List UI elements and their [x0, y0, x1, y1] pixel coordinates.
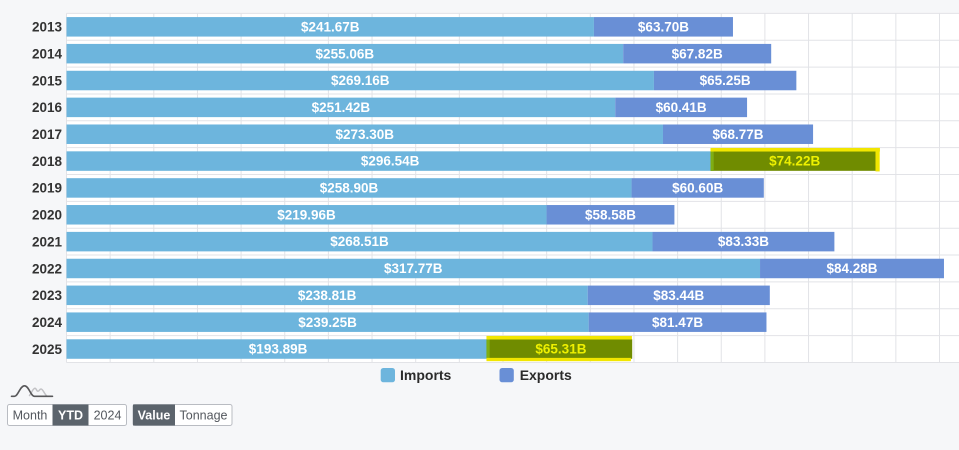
- svg-text:2024: 2024: [32, 315, 63, 330]
- svg-text:$296.54B: $296.54B: [361, 154, 420, 169]
- svg-text:2021: 2021: [32, 234, 63, 249]
- svg-text:2022: 2022: [32, 261, 62, 276]
- svg-text:$219.96B: $219.96B: [277, 207, 336, 222]
- svg-text:$68.77B: $68.77B: [712, 127, 763, 142]
- svg-text:$67.82B: $67.82B: [672, 46, 723, 61]
- svg-text:2025: 2025: [32, 342, 63, 357]
- svg-text:$268.51B: $268.51B: [330, 234, 389, 249]
- svg-text:2024: 2024: [94, 408, 122, 422]
- svg-text:2018: 2018: [32, 154, 63, 169]
- svg-text:$255.06B: $255.06B: [316, 46, 375, 61]
- svg-text:$83.33B: $83.33B: [718, 234, 769, 249]
- svg-text:$60.41B: $60.41B: [656, 100, 707, 115]
- svg-text:$317.77B: $317.77B: [384, 261, 443, 276]
- svg-text:$269.16B: $269.16B: [331, 73, 390, 88]
- svg-text:2016: 2016: [32, 100, 63, 115]
- svg-text:$273.30B: $273.30B: [335, 127, 394, 142]
- svg-text:$84.28B: $84.28B: [826, 261, 877, 276]
- svg-text:YTD: YTD: [58, 408, 83, 422]
- svg-text:$258.90B: $258.90B: [320, 181, 379, 196]
- svg-text:$241.67B: $241.67B: [301, 19, 360, 34]
- svg-text:$74.22B: $74.22B: [769, 154, 820, 169]
- svg-text:2015: 2015: [32, 73, 63, 88]
- svg-text:2023: 2023: [32, 288, 63, 303]
- svg-text:$239.25B: $239.25B: [298, 315, 357, 330]
- svg-text:$60.60B: $60.60B: [672, 181, 723, 196]
- svg-text:$63.70B: $63.70B: [638, 19, 689, 34]
- svg-text:$81.47B: $81.47B: [652, 315, 703, 330]
- svg-text:Imports: Imports: [400, 367, 452, 383]
- svg-text:$65.31B: $65.31B: [535, 342, 586, 357]
- svg-text:Tonnage: Tonnage: [180, 408, 228, 422]
- svg-text:2014: 2014: [32, 46, 63, 61]
- svg-text:$193.89B: $193.89B: [249, 342, 308, 357]
- svg-text:Value: Value: [138, 408, 171, 422]
- svg-text:$251.42B: $251.42B: [312, 100, 371, 115]
- svg-text:2020: 2020: [32, 208, 62, 223]
- svg-text:$58.58B: $58.58B: [585, 207, 636, 222]
- svg-text:$238.81B: $238.81B: [298, 288, 357, 303]
- svg-text:Exports: Exports: [520, 367, 572, 383]
- svg-text:Month: Month: [13, 408, 48, 422]
- svg-text:$83.44B: $83.44B: [653, 288, 704, 303]
- svg-text:$65.25B: $65.25B: [700, 73, 751, 88]
- svg-text:2019: 2019: [32, 181, 62, 196]
- svg-text:2017: 2017: [32, 127, 62, 142]
- svg-text:2013: 2013: [32, 20, 63, 35]
